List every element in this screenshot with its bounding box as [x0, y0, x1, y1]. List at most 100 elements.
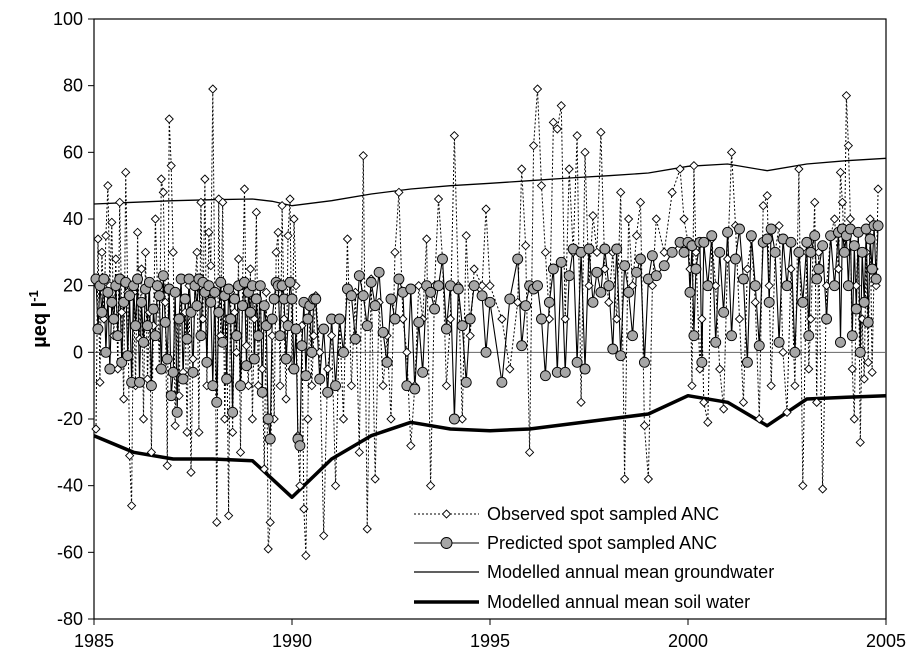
observed-point [548, 117, 558, 127]
observed-point [623, 214, 634, 224]
observed-point [532, 84, 543, 94]
observed-point [742, 264, 753, 274]
y-tick-label: 40 [63, 209, 83, 229]
predicted-point [179, 293, 191, 305]
x-tick-label: 2000 [668, 631, 708, 651]
predicted-point [296, 340, 308, 352]
x-tick-label: 1995 [470, 631, 510, 651]
predicted-point [217, 336, 229, 348]
predicted-point [108, 313, 120, 325]
y-axis-title-main: µeq l [29, 302, 51, 348]
predicted-point [745, 230, 757, 242]
observed-point [703, 417, 713, 427]
predicted-point [429, 303, 441, 315]
observed-point [461, 231, 471, 241]
predicted-point [476, 290, 488, 302]
observed-point [194, 427, 204, 437]
predicted-point [153, 290, 165, 302]
observed-point [521, 241, 531, 251]
predicted-point [829, 280, 840, 292]
observed-point [271, 247, 281, 257]
observed-point [804, 364, 814, 374]
predicted-point [288, 363, 300, 375]
predicted-point [385, 293, 397, 305]
predicted-point [195, 330, 207, 342]
predicted-point [684, 286, 696, 298]
predicted-point [252, 330, 264, 342]
observed-point [556, 101, 566, 111]
predicted-point [763, 296, 775, 308]
observed-point [170, 421, 180, 431]
observed-point [873, 184, 883, 194]
predicted-point [373, 266, 385, 278]
observed-point [829, 214, 840, 224]
observed-point [323, 364, 333, 374]
predicted-point [838, 246, 850, 258]
predicted-point [235, 380, 246, 392]
predicted-point [381, 356, 393, 368]
predicted-point [274, 330, 286, 342]
predicted-point [579, 363, 591, 375]
observed-point [220, 414, 230, 424]
predicted-point [809, 230, 821, 242]
observed-point [798, 481, 808, 491]
predicted-point [211, 396, 223, 408]
predicted-point [377, 326, 389, 338]
observed-point [233, 254, 244, 264]
predicted-point [248, 353, 260, 365]
observed-point [635, 197, 646, 207]
observed-point [208, 84, 218, 94]
predicted-series-line [95, 225, 879, 446]
predicted-point [149, 330, 161, 342]
predicted-point [690, 263, 702, 275]
predicted-point [862, 316, 874, 328]
y-tick-label: 20 [63, 276, 83, 296]
observed-point [370, 474, 380, 484]
observed-point [188, 354, 198, 364]
predicted-point [334, 313, 345, 325]
observed-point [734, 314, 745, 324]
observed-point [277, 201, 287, 211]
observed-point [192, 247, 202, 257]
predicted-point [718, 306, 730, 318]
predicted-point [262, 413, 274, 425]
predicted-point [543, 296, 555, 308]
predicted-point [688, 330, 700, 342]
observed-point [200, 174, 210, 184]
predicted-point [258, 300, 270, 312]
observed-point [766, 381, 776, 391]
observed-point [818, 484, 828, 494]
observed-point [863, 357, 873, 367]
predicted-point [536, 313, 547, 325]
predicted-point [209, 286, 221, 298]
predicted-point [520, 300, 532, 312]
observed-point [281, 394, 291, 404]
predicted-point [864, 233, 876, 245]
predicted-point [147, 303, 159, 315]
predicted-point [599, 243, 611, 255]
observed-point [481, 204, 491, 214]
x-tick-label: 1990 [272, 631, 312, 651]
observed-point [394, 187, 404, 197]
predicted-point [284, 276, 296, 288]
predicted-point [237, 300, 248, 312]
predicted-point [623, 286, 635, 298]
predicted-point [555, 256, 567, 268]
observed-point [283, 231, 293, 241]
predicted-point [547, 263, 559, 275]
predicted-point [583, 243, 595, 255]
observed-point [449, 131, 459, 141]
predicted-point [357, 290, 369, 302]
observed-point [422, 234, 432, 244]
observed-point [841, 91, 852, 101]
predicted-point [870, 273, 882, 285]
predicted-point [201, 356, 213, 368]
predicted-point [856, 246, 868, 258]
observed-point [465, 331, 475, 341]
observed-point [849, 414, 859, 424]
observed-point [164, 114, 174, 124]
predicted-point [615, 350, 627, 362]
observed-point [762, 191, 772, 201]
observed-point [540, 247, 551, 257]
predicted-point [159, 316, 171, 328]
